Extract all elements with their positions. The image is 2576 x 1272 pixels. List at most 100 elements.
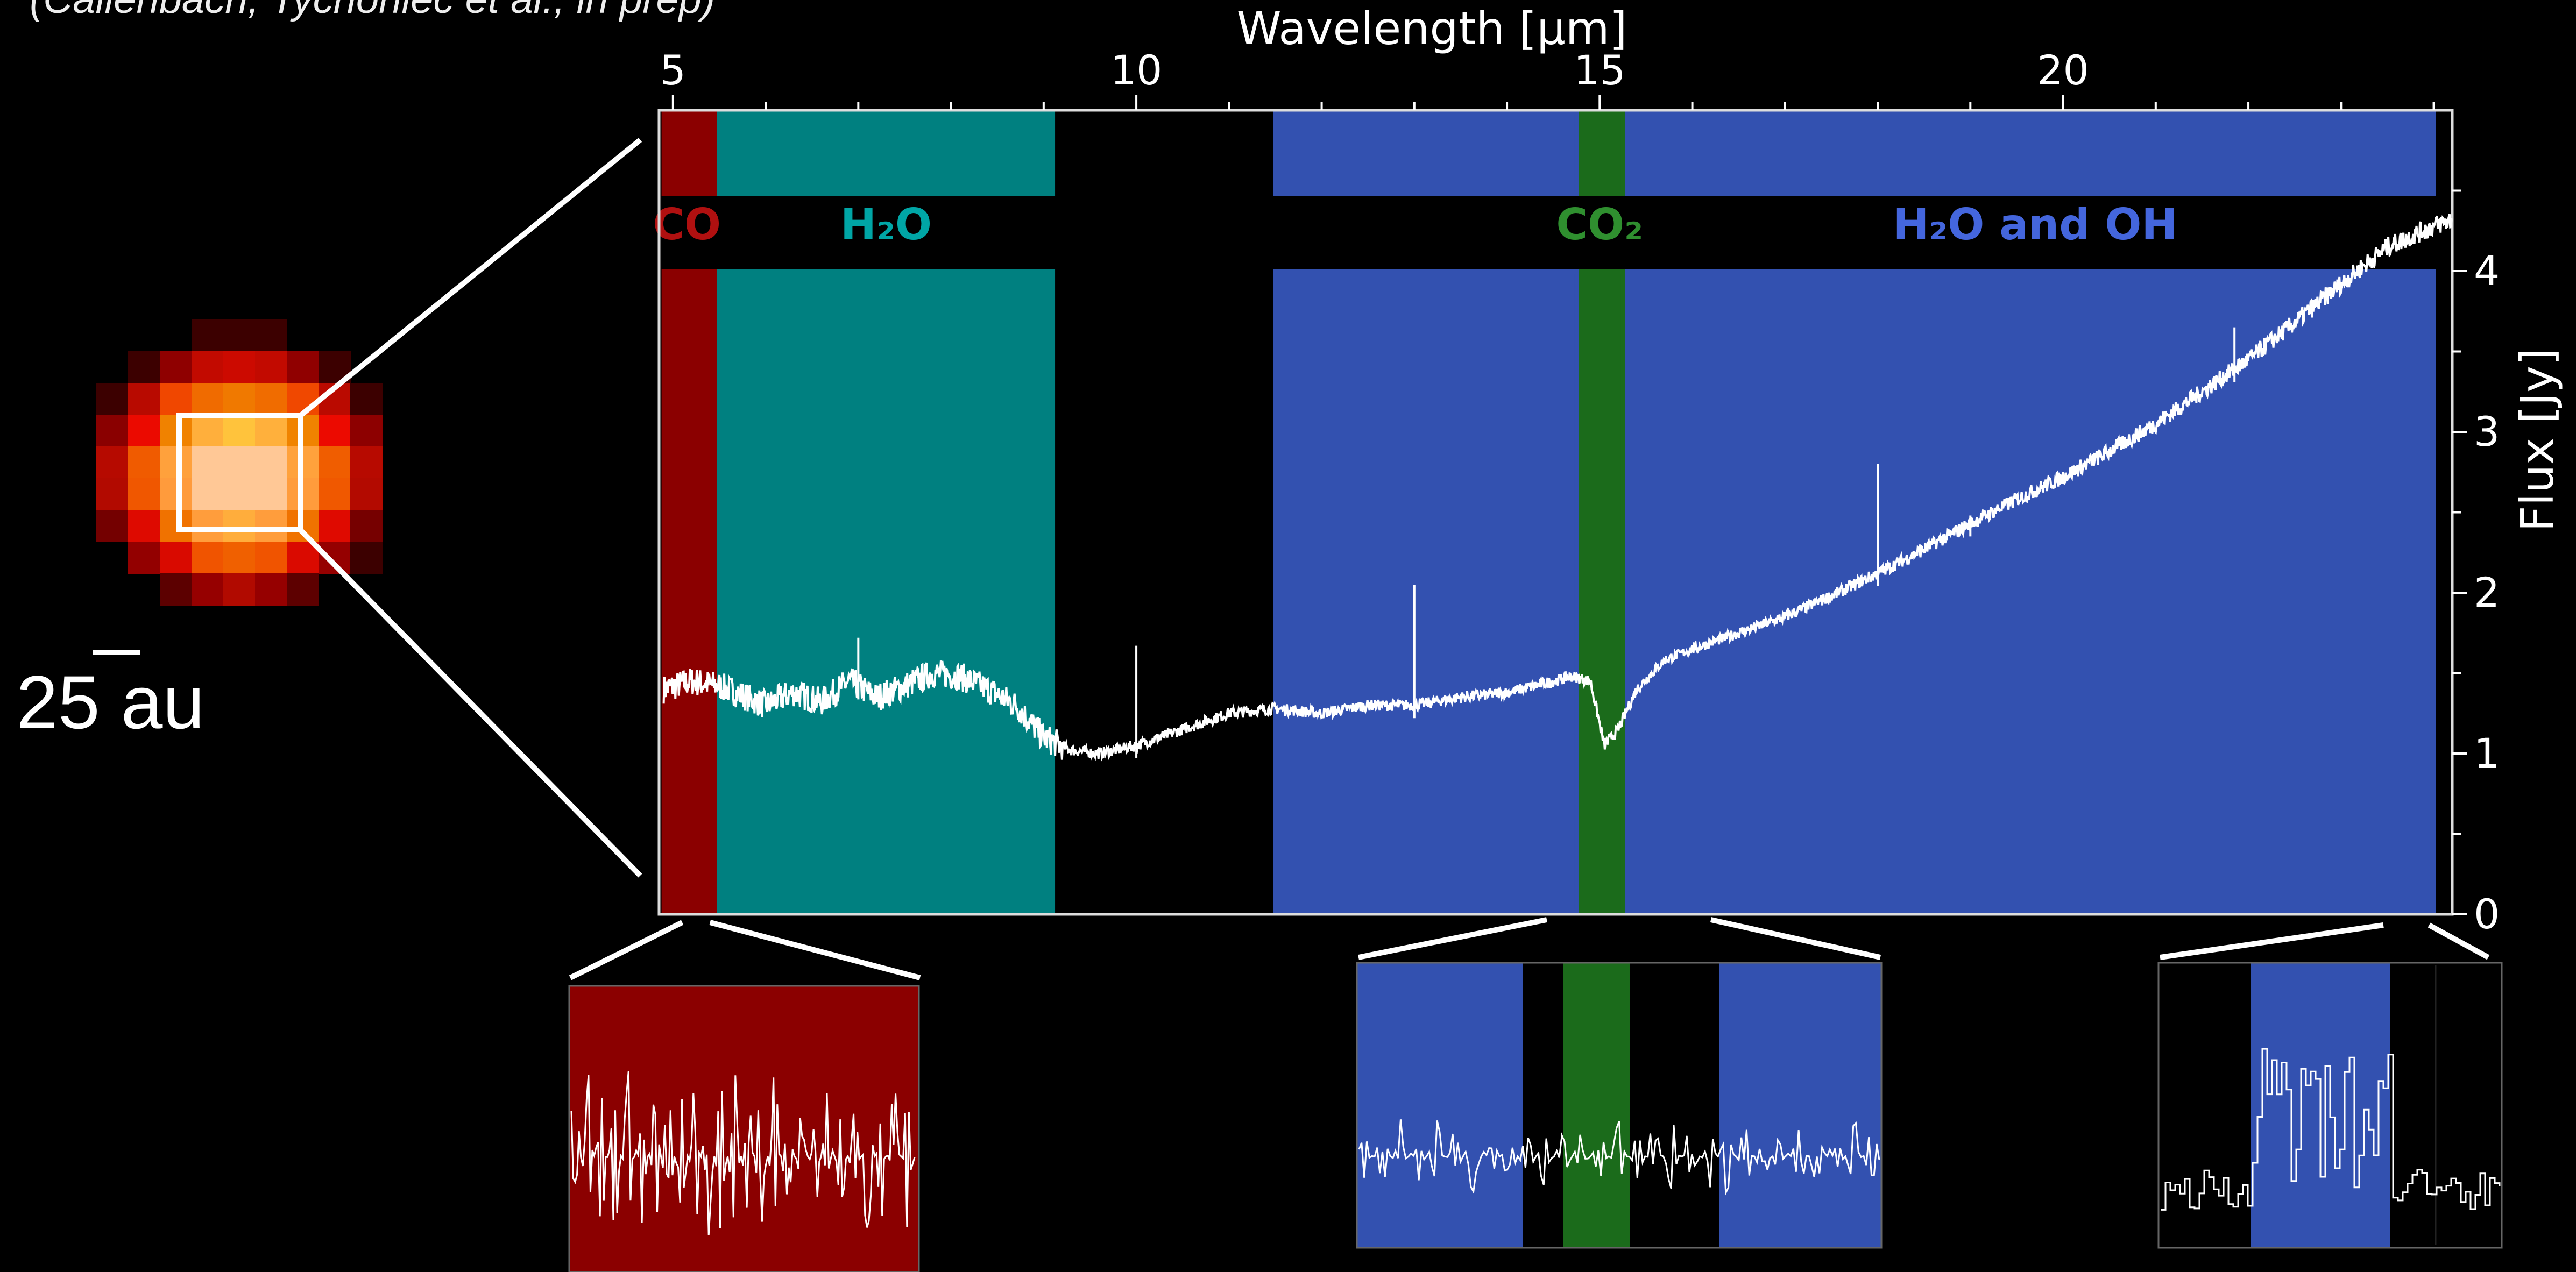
disk-pixel [128,542,160,574]
inset3-connector-right [2428,922,2490,960]
disk-pixel [319,415,351,447]
disk-image [96,319,383,606]
disk-pixel [255,542,287,574]
y-tick-label: 2 [2474,569,2500,616]
band-top-h2o_oh [1625,111,2436,196]
inset2-connector-left [1358,917,1547,960]
disk-pixel [223,478,256,510]
inset1-spectrum [570,1071,916,1235]
disk-pixel [192,415,224,447]
x-tick-label: 20 [2037,46,2089,94]
disk-pixel [160,383,192,415]
inset2-connector-right [1710,917,1881,960]
disk-pixel [319,510,351,542]
disk-pixel [223,351,256,383]
disk-pixel [192,383,224,415]
zoom-box [176,413,303,532]
x-tick-label: 10 [1110,46,1163,94]
disk-pixel [255,446,287,479]
disk-pixel [287,383,319,415]
disk-pixel [287,351,319,383]
disk-pixel [128,510,160,542]
inset1-co-band [569,986,919,1272]
x-axis-label: Wavelength [μm] [1237,2,1627,55]
disk-pixel [160,478,192,510]
inset2-co2-band [1563,963,1630,1248]
band-label: CO [653,200,721,250]
disk-pixel [96,415,129,447]
disk-pixel [192,542,224,574]
y-axis-label: Flux [Jy] [2511,348,2564,531]
inset2-h2o-oh-band-right [1719,963,1881,1248]
y-tick-label: 3 [2474,408,2500,456]
band-co2 [1579,269,1625,914]
disk-pixel [128,383,160,415]
band-h2o_oh [1625,269,2436,914]
disk-pixel [287,573,319,606]
disk-pixel [255,351,287,383]
y-tick-label: 0 [2474,890,2500,938]
disk-pixel [350,415,383,447]
disk-pixel [160,415,192,447]
disk-pixel [319,542,351,574]
inset3-spectrum [2161,1048,2501,1211]
disk-pixel [128,415,160,447]
disk-pixel [160,351,192,383]
disk-pixel [160,446,192,479]
disk-pixel [255,510,287,542]
scale-bar-label: 25 au [16,660,205,744]
disk-pixel [160,542,192,574]
disk-pixel [192,510,224,542]
inset1-connector-right [709,920,921,980]
band-h2o [717,269,1056,914]
disk-pixel [350,446,383,479]
disk-pixel [223,446,256,479]
band-top-co [661,111,717,196]
spectrum-line [662,214,2453,762]
disk-pixel [192,573,224,606]
disk-pixel [128,478,160,510]
inset1-frame [568,985,920,1272]
disk-pixel [160,510,192,542]
disk-pixel [350,383,383,415]
disk-pixel [255,383,287,415]
disk-pixel [192,319,224,352]
inset3-frame [2157,962,2503,1249]
inset3-connector-left [2160,922,2384,960]
zoom-line-top [298,138,642,418]
disk-pixel [319,478,351,510]
citation: (Callenbach, Tychoniec et al., in prep) [30,0,715,23]
disk-pixel [255,478,287,510]
disk-pixel [192,446,224,479]
disk-pixel [223,573,256,606]
disk-pixel [255,573,287,606]
band-co [661,269,717,914]
inset2-spectrum [1358,1119,1880,1196]
x-tick-label: 15 [1574,46,1626,94]
disk-pixel [192,478,224,510]
inset2-h2o-oh-band-left [1357,963,1523,1248]
disk-pixel [255,415,287,447]
disk-pixel [255,319,287,352]
disk-pixel [350,510,383,542]
disk-pixel [223,415,256,447]
band-top-h2o [717,111,1056,196]
insets [568,917,2503,1272]
disk-pixel [223,319,256,352]
disk-pixel [128,446,160,479]
disk-pixel [223,383,256,415]
disk-pixel [319,446,351,479]
band-label: CO₂ [1556,200,1643,250]
band-top-h2o_oh [1273,111,1579,196]
y-tick-label: 1 [2474,729,2500,777]
disk-pixel [128,351,160,383]
x-tick-label: 5 [660,46,686,94]
band-h2o_oh [1273,269,1579,914]
disk-pixel [350,542,383,574]
disk-pixel [96,510,129,542]
inset1-connector-left [569,920,684,980]
disk-pixel [96,383,129,415]
inset2-frame [1356,962,1883,1249]
